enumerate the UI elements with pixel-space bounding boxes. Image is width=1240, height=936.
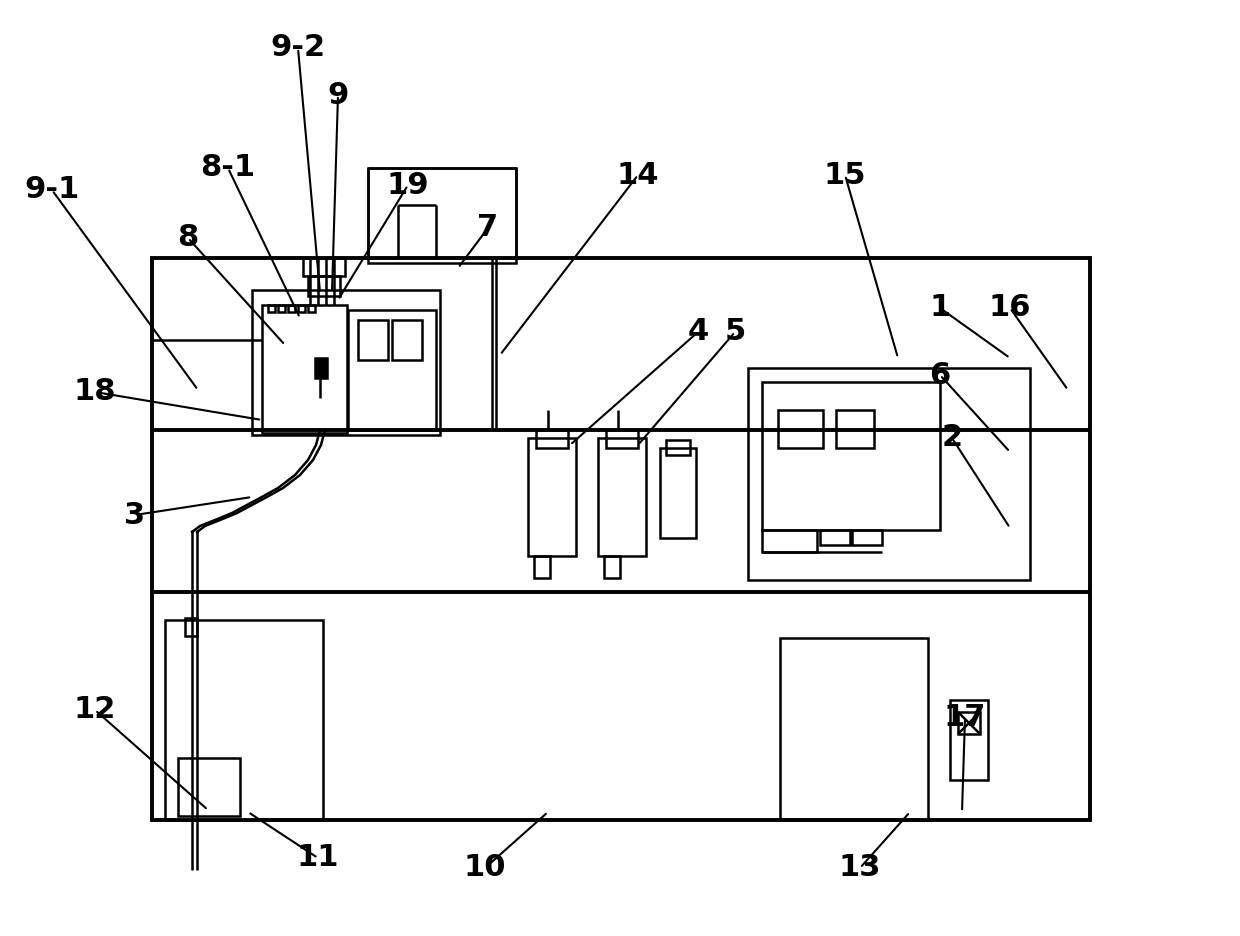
Bar: [308, 276, 340, 296]
Text: 7: 7: [477, 213, 498, 242]
Bar: [959, 712, 980, 734]
Bar: [606, 430, 639, 448]
Bar: [534, 556, 551, 578]
Bar: [950, 700, 988, 780]
Text: 2: 2: [941, 423, 962, 452]
Text: 1: 1: [929, 294, 951, 323]
Bar: [185, 618, 197, 636]
Bar: [179, 758, 241, 816]
Bar: [153, 258, 1090, 820]
Text: 11: 11: [296, 843, 340, 872]
Bar: [298, 305, 305, 312]
Bar: [763, 530, 817, 552]
Text: 4: 4: [687, 317, 708, 346]
Bar: [604, 556, 620, 578]
Bar: [268, 305, 275, 312]
Text: 18: 18: [73, 377, 117, 406]
Bar: [852, 530, 882, 545]
Bar: [278, 305, 285, 312]
Bar: [660, 448, 696, 538]
Text: 12: 12: [74, 695, 117, 724]
Bar: [763, 382, 940, 530]
Bar: [666, 440, 689, 455]
Text: 9: 9: [327, 80, 348, 110]
Bar: [308, 305, 315, 312]
Bar: [820, 530, 849, 545]
Bar: [528, 438, 577, 556]
Text: 3: 3: [124, 501, 145, 530]
Text: 5: 5: [724, 317, 745, 346]
Bar: [780, 638, 928, 820]
Bar: [358, 320, 388, 360]
Text: 8: 8: [177, 224, 198, 253]
Bar: [748, 368, 1030, 580]
Bar: [252, 290, 440, 435]
Bar: [262, 305, 347, 433]
Text: 15: 15: [823, 160, 867, 189]
Bar: [288, 305, 295, 312]
Text: 6: 6: [929, 360, 951, 389]
Bar: [392, 320, 422, 360]
Bar: [303, 258, 345, 276]
Text: 10: 10: [464, 854, 506, 883]
Text: 9-1: 9-1: [25, 175, 79, 204]
Bar: [368, 168, 516, 263]
Bar: [315, 358, 327, 378]
Text: 17: 17: [944, 704, 986, 733]
Bar: [536, 430, 568, 448]
Text: 13: 13: [838, 854, 882, 883]
Bar: [777, 410, 823, 448]
Text: 14: 14: [616, 160, 660, 189]
Text: 16: 16: [988, 294, 1032, 323]
Bar: [348, 310, 436, 430]
Bar: [836, 410, 874, 448]
Text: 9-2: 9-2: [270, 34, 326, 63]
Bar: [598, 438, 646, 556]
Text: 19: 19: [387, 170, 429, 199]
Text: 8-1: 8-1: [201, 154, 255, 183]
Bar: [165, 620, 322, 820]
